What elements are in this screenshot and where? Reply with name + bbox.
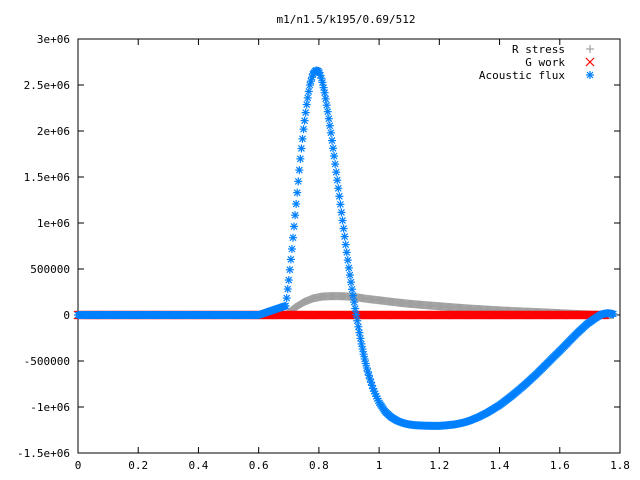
data-point — [357, 339, 366, 348]
data-point — [356, 334, 365, 343]
data-point — [290, 222, 299, 231]
x-tick-label: 0.2 — [128, 459, 148, 472]
x-tick-label: 1 — [376, 459, 383, 472]
data-point — [329, 144, 338, 153]
legend-label: R stress — [512, 43, 565, 56]
y-tick-label: -1.5e+06 — [17, 447, 70, 460]
y-tick-label: -500000 — [24, 355, 70, 368]
x-tick-label: 0.8 — [309, 459, 329, 472]
data-point — [296, 154, 305, 163]
data-point — [331, 160, 340, 169]
data-point — [348, 285, 357, 294]
data-point — [352, 310, 361, 319]
data-point — [337, 208, 346, 217]
y-tick-label: 500000 — [30, 263, 70, 276]
plot-area — [73, 66, 618, 430]
y-tick-label: -1e+06 — [30, 401, 70, 414]
data-point — [284, 276, 293, 285]
data-point — [318, 78, 327, 87]
data-point — [291, 211, 300, 220]
data-point — [321, 94, 330, 103]
data-point — [346, 278, 355, 287]
legend-marker — [585, 57, 595, 67]
y-tick-label: 0 — [63, 309, 70, 322]
data-point — [327, 136, 336, 145]
data-point — [341, 240, 350, 249]
data-point — [304, 87, 313, 96]
data-point — [343, 256, 352, 265]
data-point — [323, 107, 332, 116]
y-tick-label: 1e+06 — [37, 217, 70, 230]
data-point — [338, 216, 347, 225]
data-point — [283, 285, 292, 294]
data-point — [358, 345, 367, 354]
data-point — [300, 116, 309, 125]
data-point — [335, 192, 344, 201]
data-point — [345, 271, 354, 280]
legend-marker — [586, 45, 594, 53]
data-point — [333, 176, 342, 185]
data-point — [325, 121, 334, 130]
y-tick-label: 1.5e+06 — [24, 171, 70, 184]
data-point — [336, 200, 345, 209]
data-point — [340, 232, 349, 241]
data-point — [285, 265, 294, 274]
data-point — [351, 304, 360, 313]
x-tick-label: 0 — [75, 459, 82, 472]
y-axis: 3e+06 2.5e+06 2e+06 1.5e+06 1e+06 500000 0 -500… — [17, 33, 620, 460]
data-point — [288, 233, 297, 242]
x-tick-label: 1.2 — [429, 459, 449, 472]
data-point — [330, 152, 339, 161]
data-point — [305, 81, 314, 89]
y-tick-label: 2.5e+06 — [24, 79, 70, 92]
data-point — [287, 244, 296, 253]
data-point — [342, 248, 351, 257]
data-point — [292, 199, 301, 208]
data-point — [301, 108, 310, 117]
x-axis: 0 0.2 0.4 0.6 0.8 1 1.2 1.4 1.6 1.8 — [75, 39, 630, 472]
data-point — [317, 74, 326, 83]
legend-label: Acoustic flux — [479, 69, 565, 82]
data-point — [326, 128, 335, 137]
chart-title: m1/n1.5/k195/0.69/512 — [276, 13, 415, 26]
data-point — [355, 328, 364, 337]
data-point — [298, 134, 307, 143]
y-tick-label: 3e+06 — [37, 33, 70, 46]
data-point — [334, 184, 343, 193]
data-point — [349, 291, 358, 300]
data-point — [282, 294, 291, 303]
legend-marker — [586, 71, 594, 79]
data-point — [609, 309, 618, 318]
data-point — [319, 83, 328, 92]
data-point — [297, 144, 306, 153]
data-point — [293, 188, 302, 197]
data-point — [339, 224, 348, 233]
data-point — [344, 263, 353, 272]
data-point — [303, 93, 312, 102]
data-point — [294, 177, 303, 186]
data-point — [322, 101, 331, 110]
x-tick-label: 0.6 — [249, 459, 269, 472]
legend-label: G work — [525, 56, 565, 69]
data-point — [353, 316, 362, 325]
data-point — [324, 114, 333, 123]
x-tick-label: 1.8 — [610, 459, 630, 472]
data-point — [281, 301, 290, 310]
data-point — [350, 298, 359, 307]
data-point — [354, 322, 363, 331]
x-tick-label: 1.6 — [550, 459, 570, 472]
x-tick-label: 0.4 — [189, 459, 209, 472]
data-point — [299, 125, 308, 134]
data-point — [302, 100, 311, 109]
y-tick-label: 2e+06 — [37, 125, 70, 138]
plot-frame — [77, 38, 621, 454]
data-point — [286, 255, 295, 264]
data-point — [332, 168, 341, 177]
series-acoustic-flux — [74, 66, 618, 430]
x-tick-label: 1.4 — [490, 459, 510, 472]
data-point — [295, 166, 304, 175]
data-point — [320, 88, 329, 97]
